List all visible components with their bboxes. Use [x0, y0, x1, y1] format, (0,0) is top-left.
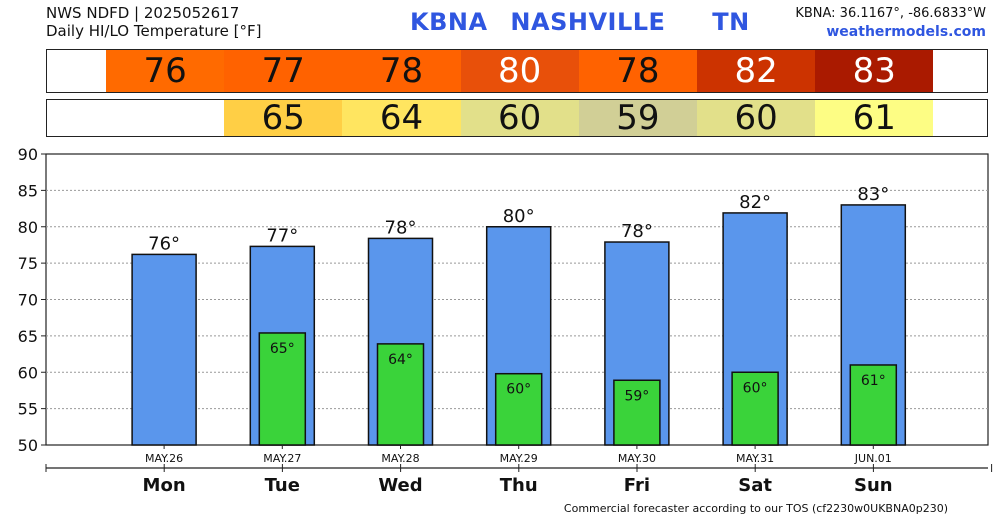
- day-label: Thu: [500, 475, 538, 496]
- date-label: MAY.30: [618, 452, 656, 465]
- low-strip-cell: 59: [578, 98, 697, 138]
- low-temp-label: 65°: [270, 341, 295, 357]
- date-label: MAY.27: [263, 452, 301, 465]
- low-temp-bar: [258, 332, 307, 446]
- y-tick-label: 50: [18, 436, 38, 455]
- low-strip-cell: 65: [224, 98, 343, 138]
- low-temp-bar: [376, 343, 425, 446]
- day-label: Sat: [738, 475, 772, 496]
- low-temp-label: 64°: [388, 352, 413, 368]
- footer-note: Commercial forecaster according to our T…: [563, 502, 948, 515]
- station-state: TN: [712, 8, 750, 36]
- y-tick-label: 85: [18, 181, 38, 200]
- low-strip-cell: 64: [342, 98, 461, 138]
- high-strip-cell: 76: [106, 50, 225, 92]
- chart-title: Daily HI/LO Temperature [°F]: [46, 22, 262, 40]
- high-strip-cell: 80: [460, 50, 579, 92]
- low-temp-bar: [494, 372, 543, 446]
- date-label: MAY.31: [736, 452, 774, 465]
- y-tick-label: 60: [18, 363, 38, 382]
- day-label: Sun: [854, 475, 893, 496]
- y-tick-label: 90: [18, 145, 38, 164]
- model-run-label: NWS NDFD | 2025052617: [46, 4, 240, 22]
- day-label: Tue: [265, 475, 300, 496]
- station-title: KBNA NASHVILLE TN: [410, 8, 750, 36]
- date-label: JUN.01: [854, 452, 892, 465]
- high-strip-cell: 78: [578, 50, 697, 92]
- low-strip-cell: 60: [460, 98, 579, 138]
- low-strip-cell: 60: [697, 98, 816, 138]
- day-label: Wed: [378, 475, 422, 496]
- low-temp-label: 60°: [506, 382, 531, 398]
- y-tick-label: 75: [18, 254, 38, 273]
- high-temp-label: 77°: [266, 225, 298, 246]
- station-coordinates: KBNA: 36.1167°, -86.6833°W: [795, 6, 986, 21]
- high-temp-label: 80°: [503, 206, 535, 227]
- low-strip-cell: 61: [815, 98, 934, 138]
- low-temp-label: 61°: [861, 373, 886, 389]
- date-label: MAY.28: [381, 452, 419, 465]
- high-strip-cell: 78: [342, 50, 461, 92]
- high-strip-cell: 82: [697, 50, 816, 92]
- station-city: NASHVILLE: [510, 8, 666, 36]
- date-label: MAY.29: [500, 452, 538, 465]
- site-link[interactable]: weathermodels.com: [826, 24, 986, 40]
- y-tick-label: 55: [18, 400, 38, 419]
- low-temp-label: 60°: [743, 380, 768, 396]
- high-temp-bar: [131, 253, 197, 446]
- y-tick-label: 65: [18, 327, 38, 346]
- high-temp-label: 78°: [621, 221, 653, 242]
- high-temp-label: 82°: [739, 192, 771, 213]
- high-temperature-strip: 76 77 78 80 78 82 83: [46, 49, 988, 93]
- date-label: MAY.26: [145, 452, 183, 465]
- high-strip-cell: 83: [815, 50, 934, 92]
- high-temp-label: 78°: [385, 217, 417, 238]
- chart-header-right: KBNA: 36.1167°, -86.6833°W weathermodels…: [795, 5, 986, 41]
- day-label: Fri: [624, 475, 650, 496]
- temperature-bar-chart: 76° 77°65°78°64°80°60°78°59°82°60°83°61° …: [18, 145, 993, 496]
- day-label: Mon: [143, 475, 186, 496]
- high-temp-label: 83°: [857, 184, 889, 205]
- station-code: KBNA: [410, 8, 488, 36]
- low-temperature-strip: 65 64 60 59 60 61: [46, 98, 988, 138]
- chart-header-left: NWS NDFD | 2025052617 Daily HI/LO Temper…: [46, 4, 262, 40]
- high-strip-cell: 77: [224, 50, 343, 92]
- high-temp-label: 76°: [148, 233, 180, 254]
- y-tick-label: 80: [18, 218, 38, 237]
- y-tick-label: 70: [18, 291, 38, 310]
- low-temp-label: 59°: [624, 388, 649, 404]
